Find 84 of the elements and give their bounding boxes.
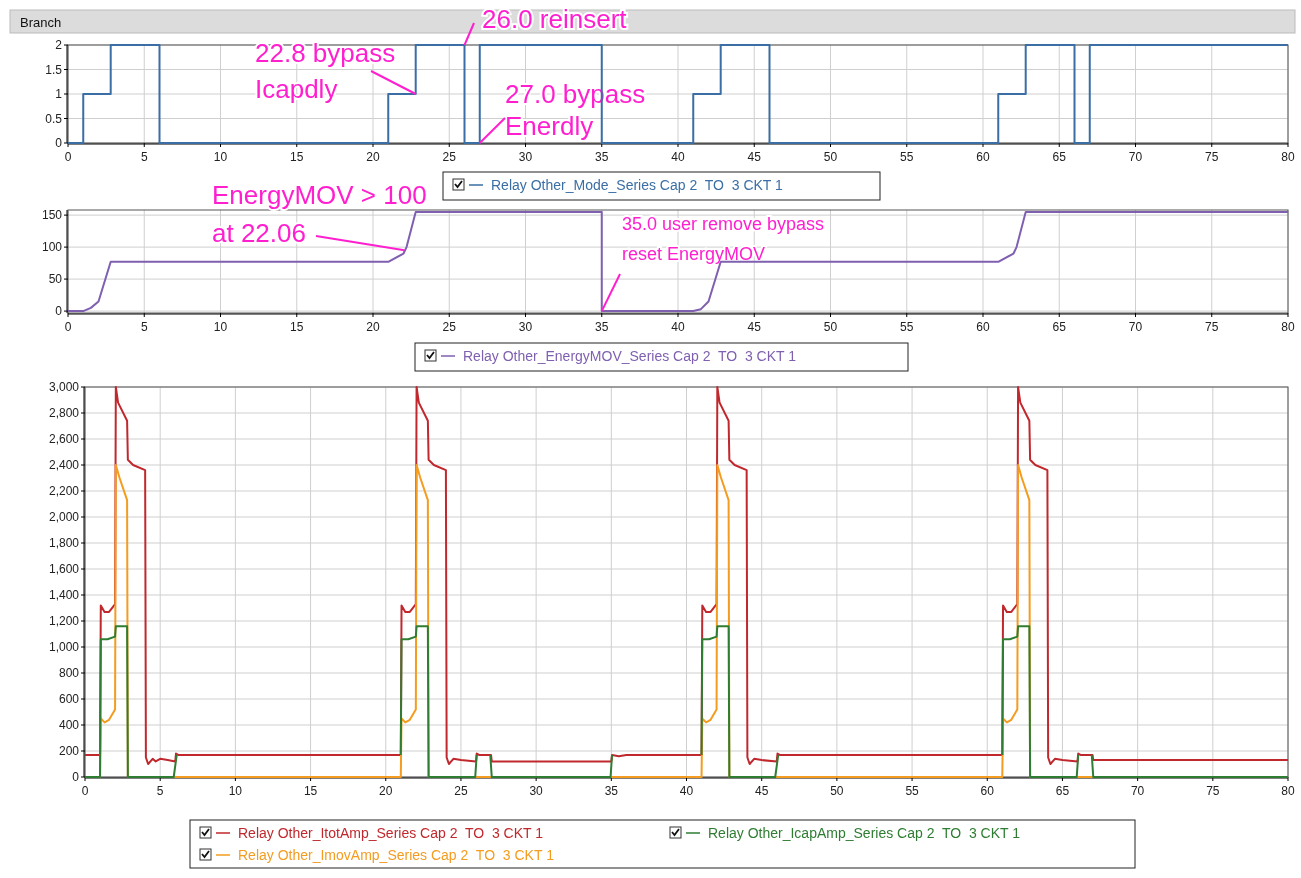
x-tick-label: 10 bbox=[213, 150, 228, 164]
x-tick-label: 30 bbox=[529, 784, 544, 798]
x-tick-label: 75 bbox=[1205, 150, 1219, 164]
legend-label: Relay Other_IcapAmp_Series Cap 2 TO 3 CKT 1 bbox=[708, 825, 1021, 841]
x-tick-label: 30 bbox=[518, 150, 533, 164]
y-tick-label: 3,000 bbox=[48, 380, 80, 394]
y-tick-label: 2 bbox=[55, 38, 63, 52]
x-tick-label: 20 bbox=[366, 320, 380, 334]
x-tick-label: 55 bbox=[900, 320, 914, 334]
x-tick-label: 0 bbox=[81, 784, 89, 798]
y-tick-label: 2,200 bbox=[48, 484, 80, 498]
y-tick-label: 2,400 bbox=[48, 458, 80, 472]
x-tick-label: 10 bbox=[213, 320, 228, 334]
x-tick-label: 75 bbox=[1206, 784, 1220, 798]
y-tick-label: 1,800 bbox=[48, 536, 80, 550]
x-tick-label: 80 bbox=[1281, 320, 1295, 334]
annotation: EnergyMOV > 100 at 22.06 bbox=[212, 180, 427, 248]
x-tick-label: 60 bbox=[980, 784, 995, 798]
y-tick-label: 0 bbox=[72, 770, 80, 784]
y-tick-label: 2,000 bbox=[48, 510, 80, 524]
x-tick-label: 80 bbox=[1281, 784, 1295, 798]
x-tick-label: 45 bbox=[747, 150, 762, 164]
y-tick-label: 150 bbox=[41, 208, 63, 223]
y-tick-label: 800 bbox=[58, 666, 80, 680]
x-tick-label: 15 bbox=[290, 150, 304, 164]
y-tick-label: 50 bbox=[48, 272, 63, 287]
y-tick-label: 1,200 bbox=[48, 614, 80, 628]
x-tick-label: 5 bbox=[140, 320, 148, 334]
x-tick-label: 35 bbox=[604, 784, 619, 798]
x-tick-label: 55 bbox=[900, 150, 914, 164]
y-tick-label: 1 bbox=[55, 87, 63, 101]
y-tick-label: 1,600 bbox=[48, 562, 80, 576]
x-tick-label: 25 bbox=[454, 784, 468, 798]
x-tick-label: 50 bbox=[823, 320, 838, 334]
x-tick-label: 25 bbox=[442, 150, 457, 164]
x-tick-label: 70 bbox=[1128, 320, 1143, 334]
x-tick-label: 5 bbox=[156, 784, 164, 798]
x-tick-label: 15 bbox=[290, 320, 304, 334]
x-tick-label: 10 bbox=[228, 784, 243, 798]
y-tick-label: 100 bbox=[41, 240, 63, 255]
x-tick-label: 45 bbox=[755, 784, 769, 798]
x-tick-label: 65 bbox=[1052, 320, 1067, 334]
annotation: 22.8 bypass Icapdly bbox=[255, 38, 396, 104]
x-tick-label: 25 bbox=[442, 320, 457, 334]
x-tick-label: 15 bbox=[303, 784, 318, 798]
y-tick-label: 0 bbox=[55, 136, 63, 150]
y-tick-label: 0 bbox=[55, 304, 63, 319]
y-tick-label: 0.5 bbox=[45, 111, 63, 126]
x-tick-label: 70 bbox=[1128, 150, 1143, 164]
legend-label: Relay Other_ItotAmp_Series Cap 2 TO 3 CKT 1 bbox=[238, 825, 544, 841]
chart-title: Branch bbox=[20, 15, 62, 30]
x-tick-label: 30 bbox=[518, 320, 533, 334]
x-tick-label: 65 bbox=[1055, 784, 1070, 798]
x-tick-label: 40 bbox=[679, 784, 694, 798]
y-tick-label: 1,000 bbox=[48, 640, 80, 654]
y-tick-label: 400 bbox=[58, 718, 80, 732]
x-tick-label: 20 bbox=[379, 784, 393, 798]
annotation: 35.0 user remove bypass reset EnergyMOV bbox=[622, 214, 825, 264]
y-tick-label: 600 bbox=[58, 692, 80, 706]
x-tick-label: 35 bbox=[595, 150, 609, 164]
y-tick-label: 1,400 bbox=[48, 588, 80, 602]
y-tick-label: 2,600 bbox=[48, 432, 80, 446]
x-tick-label: 35 bbox=[595, 320, 609, 334]
x-tick-label: 80 bbox=[1281, 150, 1295, 164]
legend-label: Relay Other_EnergyMOV_Series Cap 2 TO 3 CKT 1 bbox=[463, 348, 797, 364]
x-tick-label: 40 bbox=[671, 320, 685, 334]
x-tick-label: 55 bbox=[905, 784, 920, 798]
x-tick-label: 70 bbox=[1130, 784, 1145, 798]
x-tick-label: 5 bbox=[140, 150, 148, 164]
legend-label: Relay Other_ImovAmp_Series Cap 2 TO 3 CKT 1 bbox=[238, 847, 555, 863]
y-tick-label: 1.5 bbox=[45, 62, 63, 77]
x-tick-label: 60 bbox=[976, 150, 990, 164]
y-tick-label: 200 bbox=[58, 744, 80, 758]
x-tick-label: 65 bbox=[1052, 150, 1067, 164]
x-tick-label: 45 bbox=[747, 320, 762, 334]
x-tick-label: 75 bbox=[1205, 320, 1219, 334]
x-tick-label: 50 bbox=[830, 784, 844, 798]
x-tick-label: 60 bbox=[976, 320, 990, 334]
annotation: 26.0 reinsert bbox=[482, 4, 628, 34]
y-tick-label: 2,800 bbox=[48, 406, 80, 420]
x-tick-label: 20 bbox=[366, 150, 380, 164]
legend-label: Relay Other_Mode_Series Cap 2 TO 3 CKT 1 bbox=[491, 177, 784, 193]
x-tick-label: 40 bbox=[671, 150, 685, 164]
x-tick-label: 50 bbox=[823, 150, 838, 164]
